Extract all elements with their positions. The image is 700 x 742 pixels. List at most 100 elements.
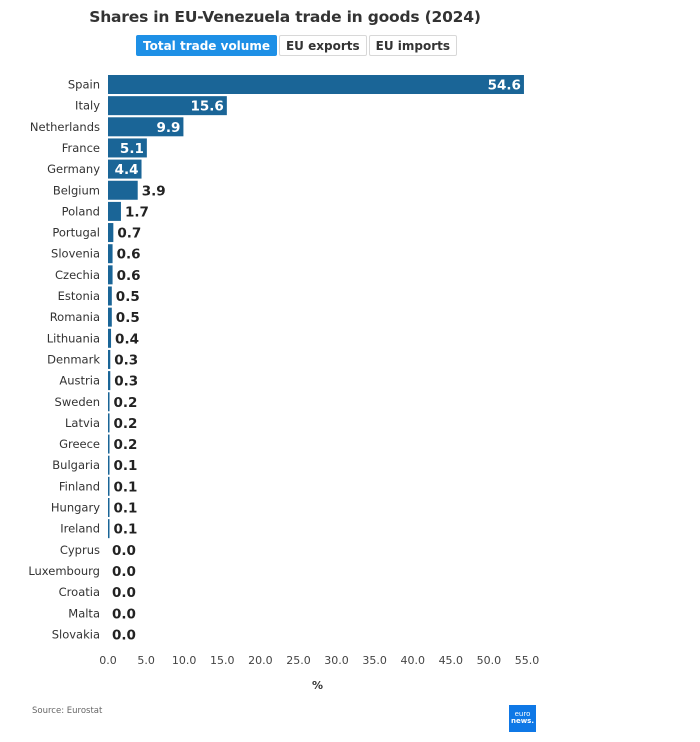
value-label: 54.6 — [488, 78, 521, 94]
value-label: 4.4 — [115, 162, 139, 178]
x-tick-label: 30.0 — [324, 654, 349, 667]
value-label: 15.6 — [191, 99, 224, 115]
value-label: 0.0 — [112, 606, 136, 622]
tab-total-trade-volume[interactable]: Total trade volume — [136, 35, 277, 56]
category-label: Poland — [62, 204, 100, 218]
bar[interactable] — [108, 96, 227, 116]
value-label: 0.3 — [114, 374, 138, 390]
bar[interactable] — [108, 413, 110, 433]
value-label: 0.4 — [115, 331, 139, 347]
chart-title: Shares in EU-Venezuela trade in goods (2… — [89, 8, 481, 26]
value-label: 0.1 — [114, 479, 138, 495]
bar[interactable] — [108, 286, 112, 306]
category-label: Portugal — [52, 226, 100, 240]
category-label: Croatia — [59, 585, 100, 599]
value-label: 9.9 — [156, 120, 180, 136]
x-tick-label: 0.0 — [99, 654, 117, 667]
category-label: Belgium — [53, 183, 100, 197]
x-axis-title: % — [312, 679, 323, 692]
value-label: 0.0 — [112, 627, 136, 643]
tab-eu-exports[interactable]: EU exports — [278, 35, 367, 56]
category-label: Luxembourg — [28, 564, 100, 578]
value-label: 0.2 — [114, 416, 138, 432]
value-label: 0.5 — [116, 310, 140, 326]
bar[interactable] — [108, 498, 110, 517]
source-note: Source: Eurostat — [32, 706, 103, 716]
bar[interactable] — [108, 392, 110, 412]
euronews-logo: euro news. — [509, 705, 536, 732]
category-label: Greece — [59, 437, 100, 451]
bar[interactable] — [108, 455, 110, 475]
value-label: 0.6 — [117, 247, 141, 263]
bar[interactable] — [108, 265, 113, 285]
bar[interactable] — [108, 138, 147, 158]
value-label: 0.7 — [117, 226, 141, 242]
bar[interactable] — [108, 349, 111, 369]
category-label: Austria — [59, 374, 100, 388]
x-tick-label: 40.0 — [400, 654, 425, 667]
value-label: 1.7 — [125, 204, 149, 220]
category-label: Bulgaria — [52, 458, 100, 472]
bar[interactable] — [108, 244, 113, 264]
category-label: Germany — [47, 162, 100, 176]
category-label: Latvia — [65, 416, 100, 430]
category-label: Lithuania — [47, 331, 100, 345]
logo-line1: euro — [514, 710, 531, 718]
x-tick-label: 15.0 — [210, 654, 235, 667]
bars-layer: Spain 54.6 Italy 15.6 Netherlands 9.9 France 5.… — [28, 75, 524, 643]
x-tick-label: 50.0 — [477, 654, 502, 667]
bar[interactable] — [108, 75, 524, 94]
category-label: Hungary — [51, 501, 100, 515]
value-label: 3.9 — [142, 183, 166, 199]
category-label: Cyprus — [60, 543, 100, 557]
bar[interactable] — [108, 180, 138, 200]
bar[interactable] — [108, 223, 114, 243]
value-label: 0.2 — [114, 437, 138, 453]
category-label: Malta — [68, 606, 100, 620]
bar[interactable] — [108, 159, 142, 179]
bar[interactable] — [108, 519, 110, 539]
tab-eu-imports[interactable]: EU imports — [368, 35, 457, 56]
bar[interactable] — [108, 434, 110, 454]
x-tick-label: 10.0 — [172, 654, 197, 667]
value-label: 0.0 — [112, 543, 136, 559]
x-tick-label: 35.0 — [362, 654, 387, 667]
x-tick-label: 25.0 — [286, 654, 311, 667]
value-label: 0.2 — [114, 395, 138, 411]
category-label: Spain — [68, 78, 100, 92]
logo-line2: news. — [510, 717, 535, 725]
view-tabs: Total trade volume EU exports EU imports — [136, 35, 457, 56]
bar[interactable] — [108, 117, 184, 137]
category-label: Slovenia — [51, 247, 100, 261]
x-axis: 0.0 5.0 10.0 15.0 20.0 25.0 30.0 35.0 40.0 45.0 50… — [99, 654, 539, 667]
bar[interactable] — [108, 371, 111, 391]
category-label: France — [62, 141, 100, 155]
x-tick-label: 55.0 — [515, 654, 540, 667]
value-label: 0.6 — [117, 268, 141, 284]
value-label: 0.1 — [114, 501, 138, 517]
value-label: 0.3 — [114, 352, 138, 368]
category-label: Netherlands — [30, 120, 100, 134]
value-label: 0.1 — [114, 458, 138, 474]
bar[interactable] — [108, 201, 121, 221]
category-label: Sweden — [55, 395, 100, 409]
category-label: Finland — [59, 479, 100, 493]
bar[interactable] — [108, 476, 110, 496]
x-tick-label: 20.0 — [248, 654, 273, 667]
value-label: 0.0 — [112, 585, 136, 601]
x-tick-label: 5.0 — [137, 654, 155, 667]
value-label: 0.1 — [114, 522, 138, 538]
category-label: Slovakia — [52, 627, 100, 641]
category-label: Denmark — [47, 352, 100, 366]
category-label: Czechia — [55, 268, 100, 282]
category-label: Romania — [50, 310, 100, 324]
category-label: Italy — [75, 99, 100, 113]
category-label: Ireland — [60, 522, 100, 536]
value-label: 5.1 — [120, 141, 144, 157]
value-label: 0.5 — [116, 289, 140, 305]
bar[interactable] — [108, 307, 112, 327]
bar[interactable] — [108, 328, 112, 348]
category-label: Estonia — [58, 289, 100, 303]
value-label: 0.0 — [112, 564, 136, 580]
